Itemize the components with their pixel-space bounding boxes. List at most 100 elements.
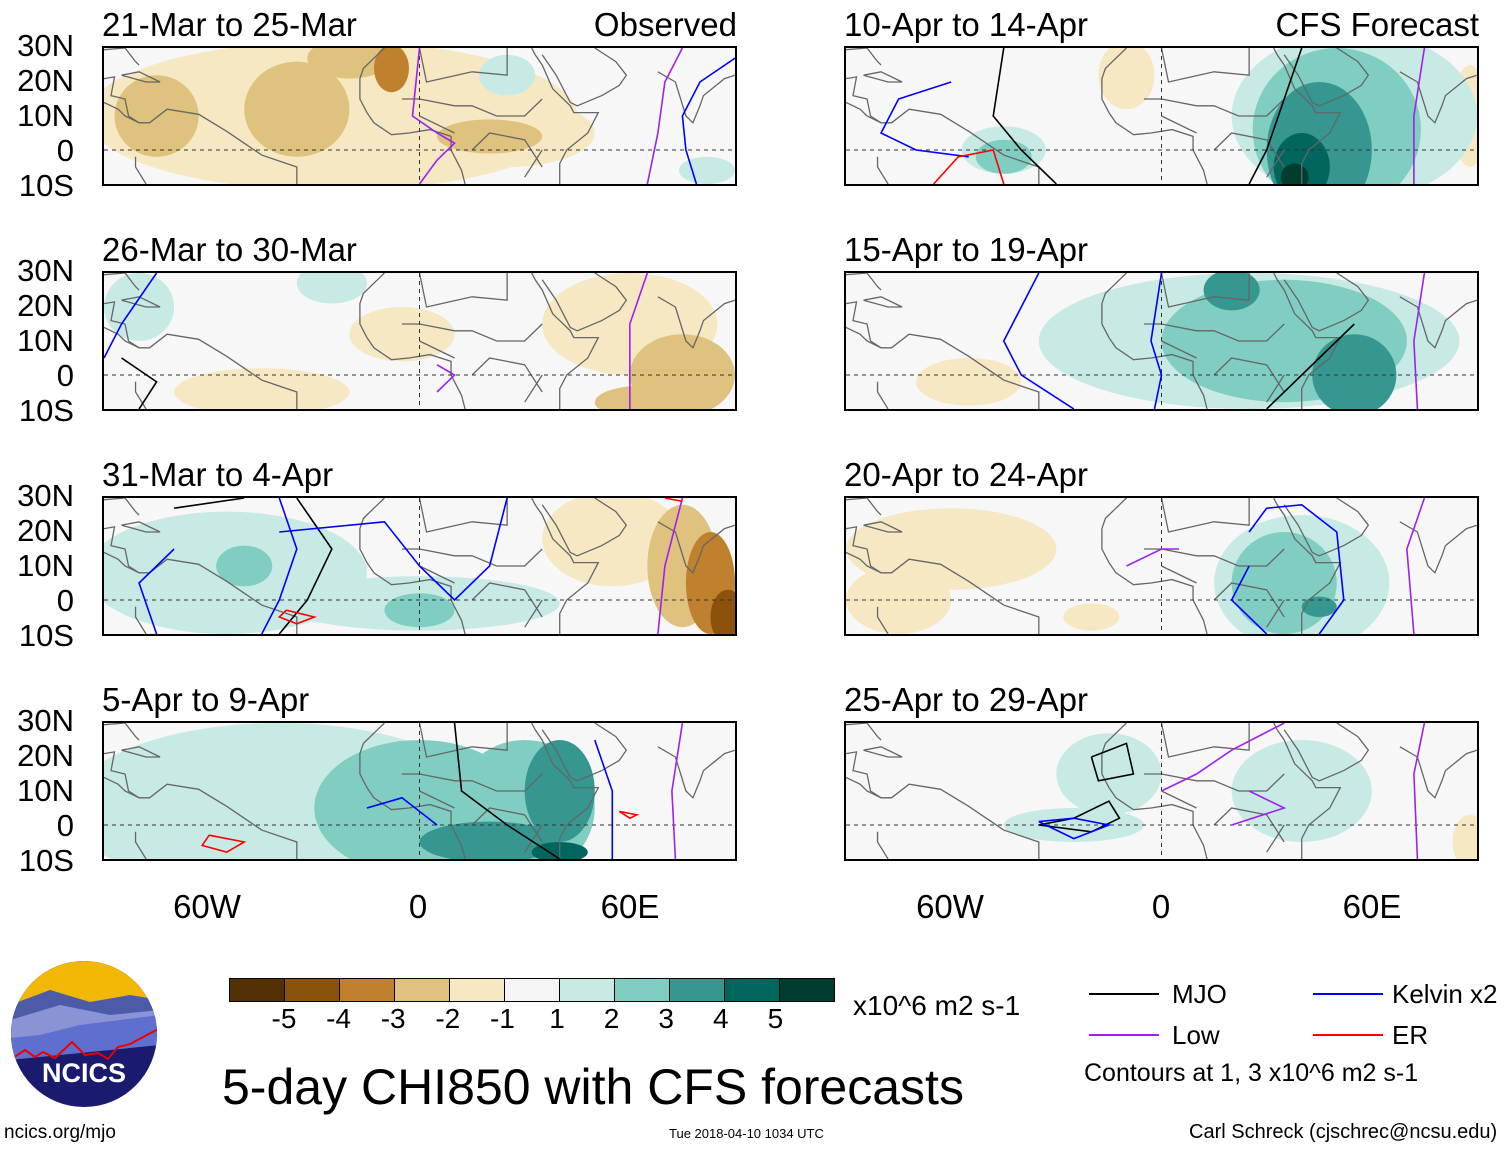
coastline <box>136 607 147 634</box>
coastline <box>525 150 543 177</box>
anomaly-region <box>1056 733 1162 815</box>
lat-label: 30N <box>17 253 74 288</box>
coastline <box>1162 566 1197 583</box>
coastline <box>1102 723 1207 859</box>
anomaly-region <box>542 498 683 587</box>
figure-title: 5-day CHI850 with CFS forecasts <box>222 1059 964 1115</box>
wave-contour <box>672 723 683 859</box>
coastline <box>532 48 599 184</box>
lon-label: 0 <box>408 888 428 925</box>
coastline <box>420 498 508 532</box>
lat-label: 20N <box>17 513 74 548</box>
coastline <box>1214 583 1284 617</box>
wave-contour <box>1091 743 1133 780</box>
anomaly-region <box>846 566 952 634</box>
wave-contour <box>682 58 735 184</box>
coastline <box>542 48 626 106</box>
coastline <box>1162 116 1197 133</box>
coastline <box>846 77 1039 184</box>
coastline <box>878 607 889 634</box>
coastline <box>1214 133 1284 167</box>
coastline <box>472 358 542 392</box>
coastline <box>1267 375 1285 402</box>
credit: Carl Schreck (cjschrec@ncsu.edu) <box>1189 1121 1498 1143</box>
wave-contour <box>1249 48 1302 184</box>
coastline <box>878 832 889 859</box>
lon-label: 60W <box>173 888 241 925</box>
coastline <box>1214 358 1284 392</box>
lat-label: 20N <box>17 63 74 98</box>
anomaly-region <box>1231 740 1372 842</box>
coastline <box>1162 341 1197 358</box>
colorbar-label: -1 <box>489 1003 515 1034</box>
coastline <box>1102 498 1207 634</box>
coastline <box>136 157 147 184</box>
lon-label: 60E <box>600 888 660 925</box>
coastline <box>1400 522 1477 573</box>
wave-contour <box>104 273 157 358</box>
lon-label: 60W <box>916 888 984 925</box>
coastline <box>525 375 543 402</box>
wave-contour <box>202 835 244 852</box>
site-url[interactable]: ncics.org/mjo <box>4 1122 116 1143</box>
wave-contour <box>630 273 648 409</box>
coastline <box>525 825 543 852</box>
colorbar-swatch <box>505 979 560 1001</box>
coastline <box>122 72 161 82</box>
coastline <box>846 102 881 122</box>
wave-contour <box>122 358 157 409</box>
coastline <box>420 341 455 358</box>
coastline <box>846 777 881 797</box>
lat-label: 20N <box>17 738 74 773</box>
legend-mjo-line <box>1089 993 1159 995</box>
wave-contour <box>1414 273 1425 409</box>
coastline <box>122 522 161 532</box>
legend-low-label: Low <box>1172 1020 1220 1050</box>
lat-label: 20N <box>17 288 74 323</box>
map-panel <box>844 46 1479 186</box>
colorbar-swatch <box>230 979 285 1001</box>
coastline <box>1284 723 1368 781</box>
coastline <box>420 566 455 583</box>
wave-contour <box>658 498 683 634</box>
panel-tag: CFS Forecast <box>1275 6 1479 43</box>
legend-er-label: ER <box>1392 1020 1429 1050</box>
coastline <box>864 747 903 757</box>
wave-contour <box>1414 48 1425 184</box>
colorbar-swatch <box>560 979 615 1001</box>
coastline <box>472 583 542 617</box>
legend-er-line <box>1313 1034 1383 1036</box>
colorbar-label: 3 <box>658 1003 674 1034</box>
coastline <box>658 747 735 798</box>
coastline <box>846 552 881 572</box>
colorbar-label: -2 <box>435 1003 461 1034</box>
anomaly-region <box>1452 814 1477 859</box>
coastline <box>360 498 465 634</box>
coastline <box>1284 498 1368 556</box>
coastline <box>360 48 465 184</box>
coastline <box>1162 48 1250 82</box>
colorbar-swatch <box>285 979 340 1001</box>
panel-title: 21-Mar to 25-Mar <box>102 6 357 43</box>
lat-label: 0 <box>56 133 74 168</box>
coastline <box>104 302 297 409</box>
coastline <box>104 723 139 740</box>
coastline <box>1267 825 1285 852</box>
map-panel <box>102 271 737 411</box>
coastline <box>1274 723 1341 859</box>
coastline <box>104 327 139 347</box>
lat-label: 30N <box>17 28 74 63</box>
colorbar-swatch <box>725 979 780 1001</box>
colorbar-units: x10^6 m2 s-1 <box>853 990 1021 1021</box>
coastline <box>878 157 889 184</box>
anomaly-region <box>1301 596 1337 617</box>
legend-low-line <box>1089 1034 1159 1036</box>
coastline <box>104 77 297 184</box>
panel-title: 31-Mar to 4-Apr <box>102 456 334 493</box>
ncics-logo: NCICS <box>11 961 157 1107</box>
wave-contour <box>1267 324 1355 409</box>
wave-contour <box>1151 273 1162 409</box>
anomaly-region <box>678 156 735 184</box>
wave-contour <box>665 498 683 501</box>
panel-tag: Observed <box>593 6 737 43</box>
